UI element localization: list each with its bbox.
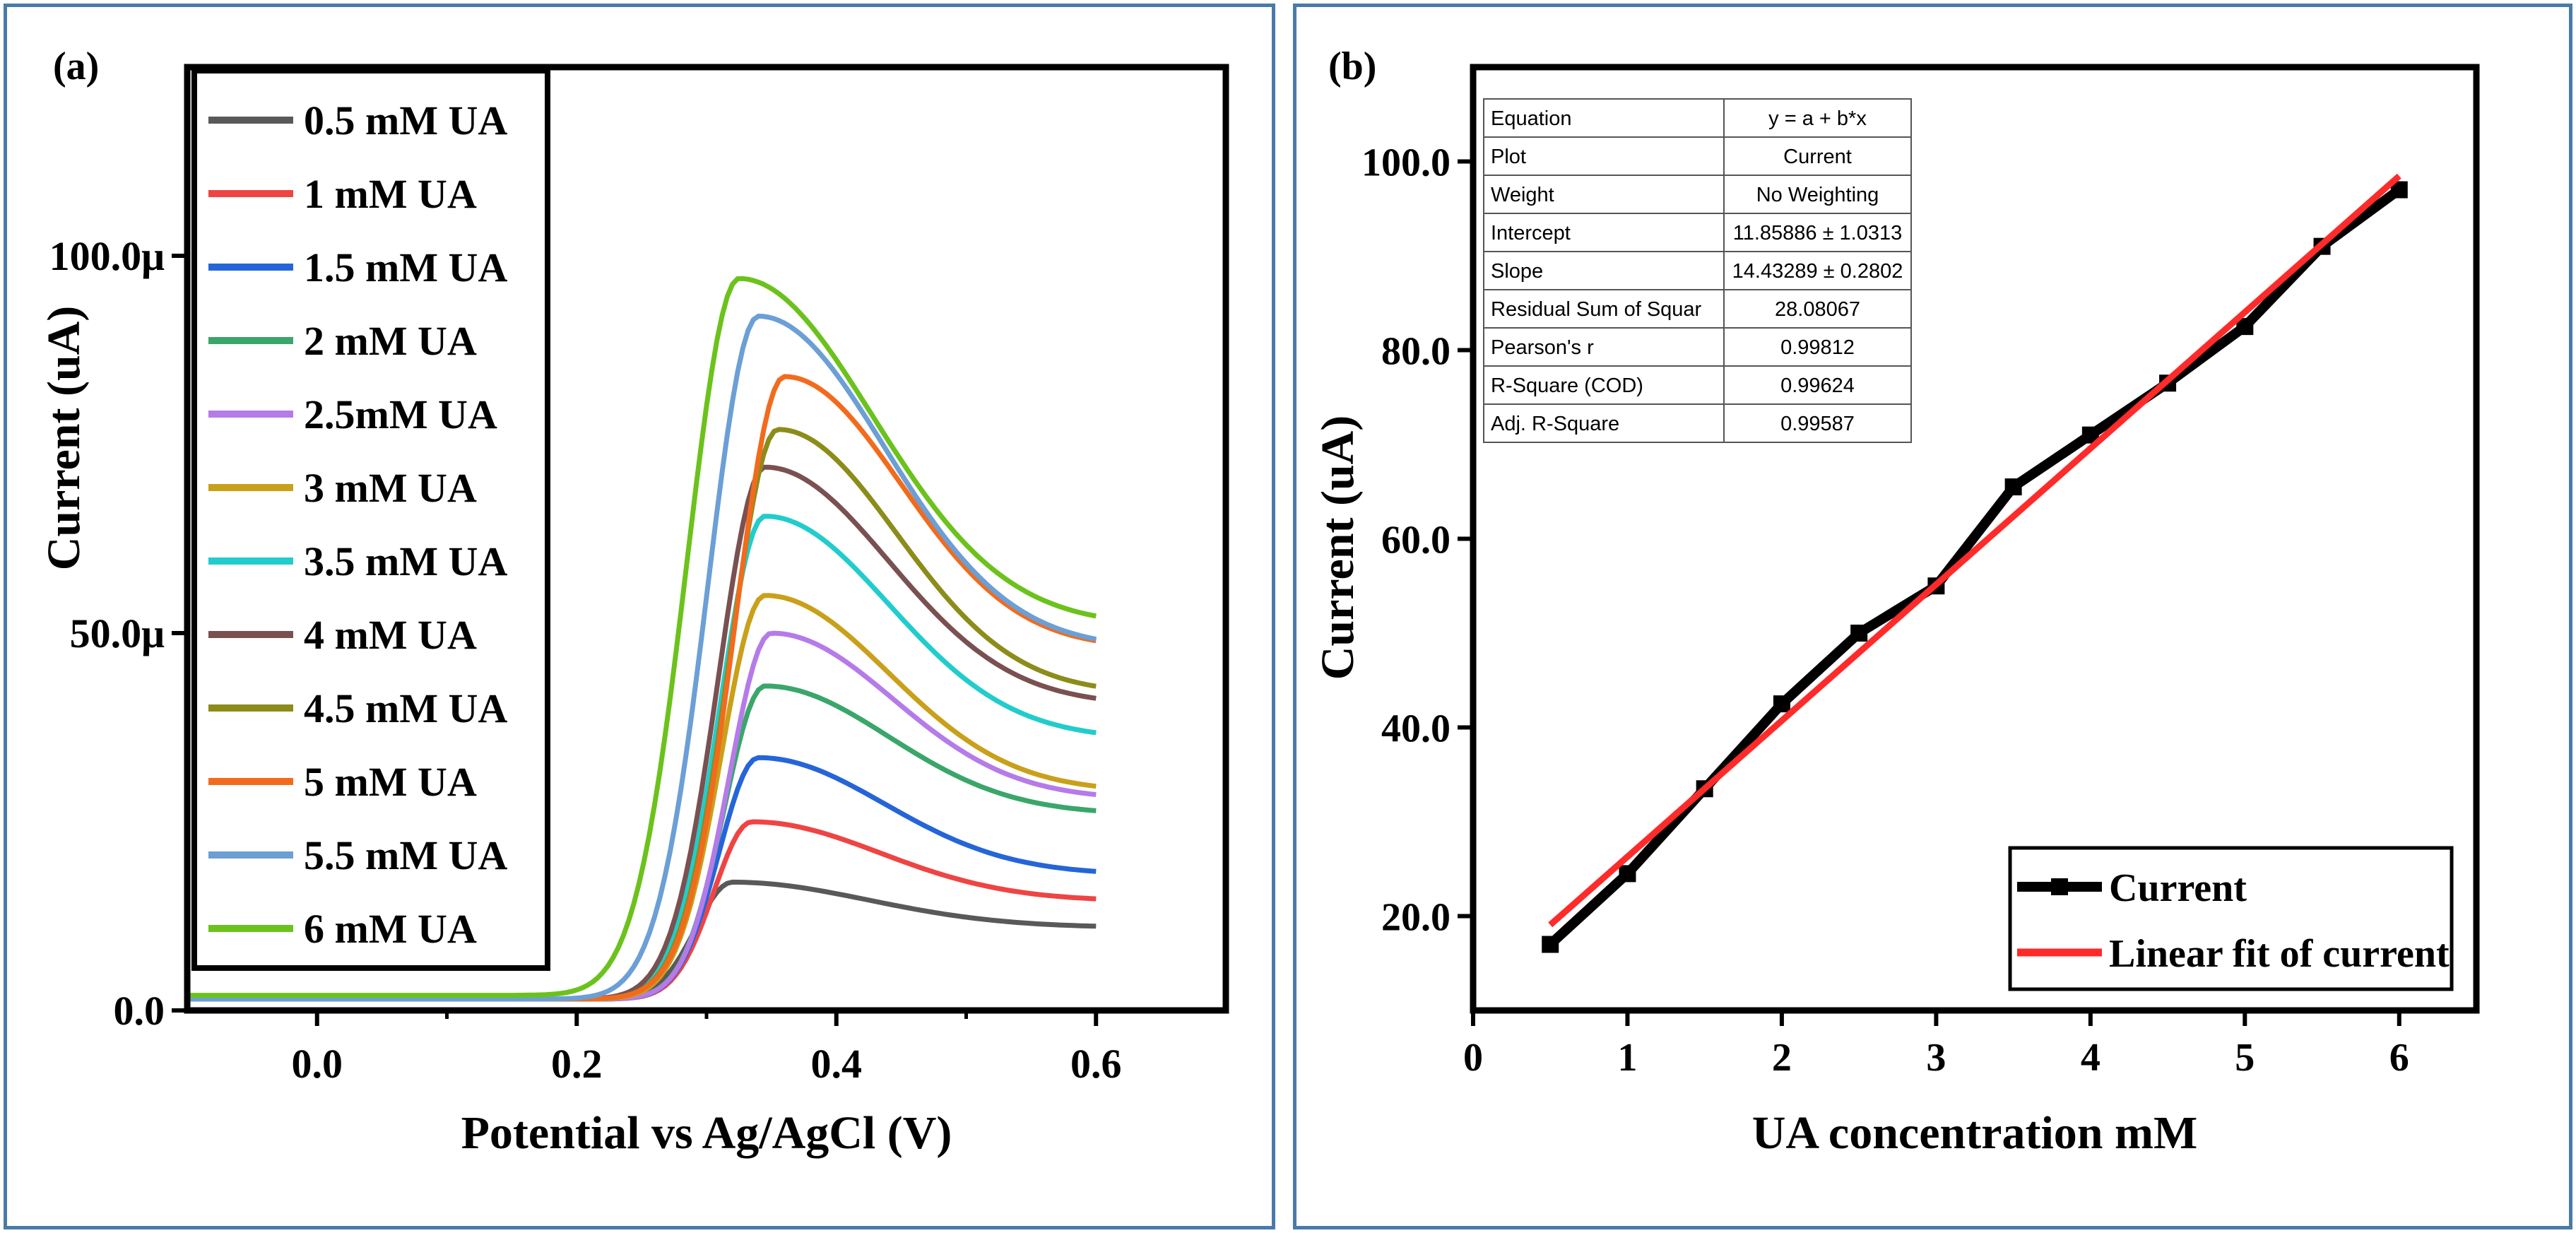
fit-table-label-cell xyxy=(1483,175,1725,214)
fit-table-label: Adj. R-Square xyxy=(1491,413,1619,435)
panel-label-b: (b) xyxy=(1328,45,1376,88)
data-point-current xyxy=(1619,865,1636,883)
fit-table-value: 11.85886 ± 1.0313 xyxy=(1733,222,1903,244)
data-point-current xyxy=(1542,936,1559,953)
data-point-current xyxy=(1850,625,1868,642)
y-tick-label-a: 0.0 xyxy=(114,988,165,1034)
fit-table-value: y = a + b*x xyxy=(1768,107,1867,130)
panel-label-a: (a) xyxy=(53,45,99,88)
fit-table-value-cell xyxy=(1723,403,1912,443)
fit-table-label-cell xyxy=(1483,98,1725,138)
y-axis-title-a: Current (uA) xyxy=(38,306,90,571)
legend-label-a: 1.5 mM UA xyxy=(304,244,507,290)
series-line-linear-fit xyxy=(1548,173,2401,928)
fit-table-label: Equation xyxy=(1491,107,1572,130)
x-tick-label-a: 0.2 xyxy=(551,1041,603,1087)
legend-label-a: 3.5 mM UA xyxy=(304,538,507,584)
fit-table-value-cell xyxy=(1723,327,1912,367)
legend-label-a: 3 mM UA xyxy=(304,465,477,511)
y-tick-label-b: 20.0 xyxy=(1381,896,1451,940)
y-axis-title-b: Current (uA) xyxy=(1312,415,1364,680)
legend-label-a: 2.5mM UA xyxy=(304,391,497,437)
legend-label-a: 4 mM UA xyxy=(304,612,477,658)
y-tick-label-b: 40.0 xyxy=(1381,707,1451,751)
fit-table-value: No Weighting xyxy=(1756,184,1879,206)
fit-table-value-cell xyxy=(1723,213,1912,252)
fit-table-label: R-Square (COD) xyxy=(1491,374,1643,397)
fit-table-value-cell xyxy=(1723,251,1912,290)
x-tick-label-b: 6 xyxy=(2389,1036,2409,1080)
legend-label-a: 2 mM UA xyxy=(304,318,477,364)
fit-table-value: 0.99812 xyxy=(1780,336,1855,359)
legend-marker-current xyxy=(2051,878,2068,895)
legend-label-current: Current xyxy=(2109,866,2247,910)
legend-label-a: 5.5 mM UA xyxy=(304,832,507,878)
y-tick-label-b: 100.0 xyxy=(1361,141,1451,185)
legend-label-fit: Linear fit of current xyxy=(2109,932,2450,976)
y-tick-label-a: 50.0μ xyxy=(70,610,165,656)
legend-label-a: 5 mM UA xyxy=(304,759,477,805)
fit-table-label-cell xyxy=(1483,251,1725,290)
fit-table-label: Weight xyxy=(1491,184,1554,206)
fit-table-label: Pearson's r xyxy=(1491,336,1594,359)
legend-label-a: 0.5 mM UA xyxy=(304,98,507,143)
x-axis-title-a: Potential vs Ag/AgCl (V) xyxy=(461,1107,952,1159)
series-line-11 xyxy=(187,313,1097,1002)
fit-table-label-cell xyxy=(1483,327,1725,367)
fit-table-value: 0.99624 xyxy=(1780,374,1855,397)
legend-label-a: 1 mM UA xyxy=(304,171,477,217)
legend-b xyxy=(2008,846,2454,991)
fit-table-value-cell xyxy=(1723,98,1912,138)
x-tick-label-a: 0.4 xyxy=(811,1041,863,1087)
x-tick-label-b: 4 xyxy=(2081,1036,2101,1080)
fit-table-value: 0.99587 xyxy=(1780,413,1855,435)
fit-table-label-cell xyxy=(1483,136,1725,176)
data-point-current xyxy=(1773,695,1790,713)
fit-table-label: Slope xyxy=(1491,260,1543,283)
data-point-current xyxy=(2004,478,2022,496)
x-tick-label-b: 0 xyxy=(1463,1036,1483,1080)
x-tick-label-a: 0.6 xyxy=(1070,1041,1122,1087)
fit-table-label: Plot xyxy=(1491,146,1526,168)
y-tick-label-b: 80.0 xyxy=(1381,330,1451,374)
x-tick-label-b: 5 xyxy=(2235,1036,2255,1080)
y-tick-label-a: 100.0μ xyxy=(49,233,165,279)
legend-a xyxy=(191,68,550,971)
x-tick-label-b: 1 xyxy=(1617,1036,1637,1080)
fit-table-value-cell xyxy=(1723,136,1912,176)
series-line-12 xyxy=(187,276,1097,998)
fit-table-value: Current xyxy=(1783,146,1852,168)
x-axis-title-b: UA concentration mM xyxy=(1752,1107,2198,1159)
legend-label-a: 4.5 mM UA xyxy=(304,685,507,731)
fit-table-value: 14.43289 ± 0.2802 xyxy=(1732,260,1903,283)
fit-table-value: 28.08067 xyxy=(1775,298,1860,321)
x-tick-label-b: 3 xyxy=(1926,1036,1946,1080)
legend-label-a: 6 mM UA xyxy=(304,906,477,952)
fit-table-label: Intercept xyxy=(1491,222,1571,244)
fit-table-label: Residual Sum of Squar xyxy=(1491,298,1702,321)
x-tick-label-a: 0.0 xyxy=(292,1041,343,1087)
y-tick-label-b: 60.0 xyxy=(1381,519,1451,562)
x-tick-label-b: 2 xyxy=(1772,1036,1792,1080)
fit-table-value-cell xyxy=(1723,175,1912,214)
fit-table-value-cell xyxy=(1723,365,1912,405)
